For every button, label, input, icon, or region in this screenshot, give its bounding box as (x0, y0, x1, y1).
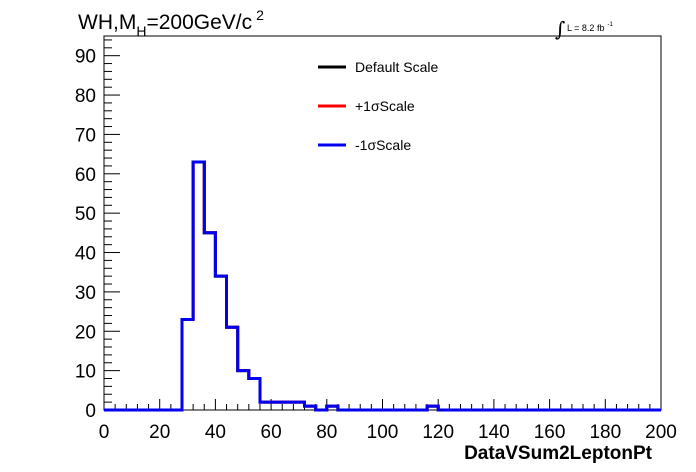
y-tick-label: 40 (75, 244, 96, 265)
x-tick-label: 160 (534, 422, 566, 443)
y-tick-label: 50 (75, 204, 96, 225)
x-tick-label: 120 (422, 422, 454, 443)
x-tick-label: 60 (261, 422, 282, 443)
y-tick-label: 70 (75, 125, 96, 146)
x-tick-label: 100 (367, 422, 399, 443)
x-tick-label: 40 (205, 422, 226, 443)
y-tick-label: 30 (75, 283, 96, 304)
legend-label-default: Default Scale (355, 59, 438, 75)
x-tick-label: 20 (149, 422, 170, 443)
luminosity-text: L = 8.2 fb (567, 23, 604, 33)
series-line-0 (104, 160, 661, 412)
x-tick-label: 200 (645, 422, 677, 443)
x-tick-label: 80 (316, 422, 337, 443)
title-mass: =200GeV/c (146, 11, 252, 34)
integral-icon: ∫ (555, 17, 565, 41)
luminosity-superscript: -1 (607, 22, 613, 28)
plot-frame (103, 35, 662, 411)
x-axis: 0 20 40 60 80 100 120 140 160 180 200 (99, 399, 677, 443)
series-line-2 (104, 160, 661, 412)
y-tick-label: 60 (75, 165, 96, 186)
x-axis-label: DataVSum2LeptonPt (464, 443, 653, 464)
x-tick-label: 180 (589, 422, 621, 443)
title-subscript: H (136, 23, 146, 39)
legend: Default Scale +1σScale -1σScale (318, 59, 438, 153)
y-tick-label: 80 (75, 86, 96, 107)
y-tick-label: 20 (75, 322, 96, 343)
y-tick-label: 90 (75, 47, 96, 68)
chart-title: WH,MH=200GeV/c 2 (78, 7, 264, 39)
luminosity-label: L = 8.2 fb -1 (567, 22, 613, 33)
title-prefix: WH,M (78, 11, 136, 34)
y-axis: 0 10 20 30 40 50 60 70 80 90 (75, 39, 120, 422)
series-line-1 (104, 160, 661, 412)
title-superscript: 2 (256, 7, 264, 23)
legend-label-plus1sigma: +1σScale (355, 98, 415, 114)
y-tick-label: 10 (75, 362, 96, 383)
x-tick-label: 140 (478, 422, 510, 443)
y-tick-label: 0 (85, 401, 96, 422)
series-layer (104, 160, 661, 412)
legend-label-minus1sigma: -1σScale (355, 137, 411, 153)
x-tick-label: 0 (99, 422, 110, 443)
